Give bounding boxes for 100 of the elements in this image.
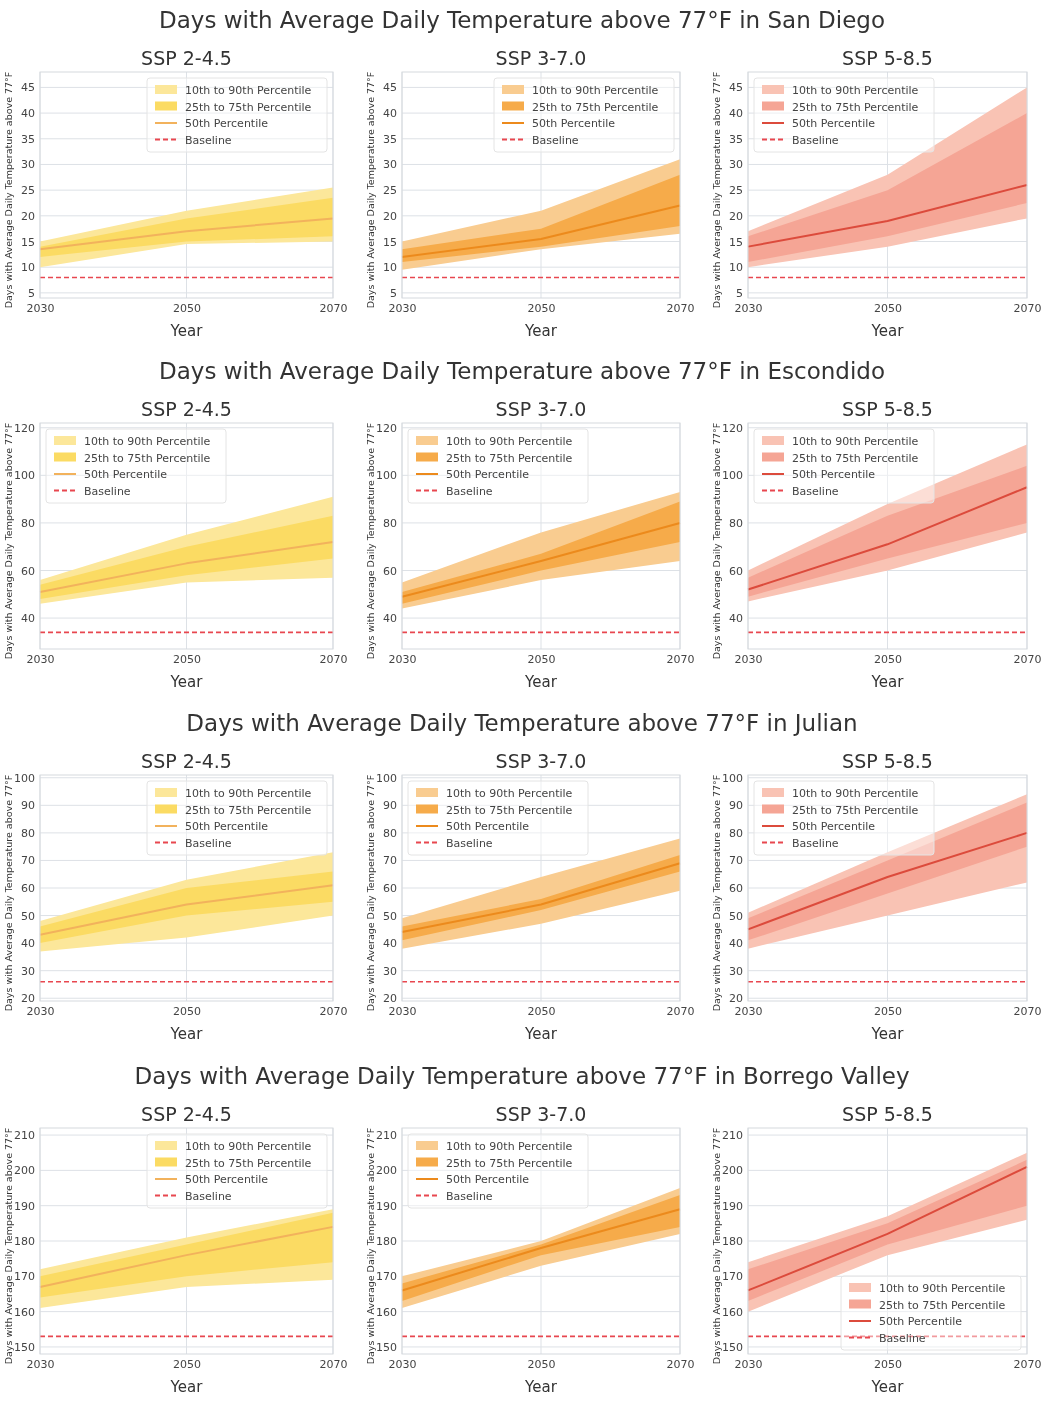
legend-label: 10th to 90th Percentile [879,1282,1006,1295]
y-tick-label: 20 [383,992,397,1006]
legend-label: 50th Percentile [84,468,168,481]
y-axis-title: Days with Average Daily Temperature above 77°F [3,1127,14,1365]
legend-label: 10th to 90th Percentile [185,84,312,97]
legend-label: 50th Percentile [792,117,876,130]
ref-line-label: Baseline [879,1331,926,1345]
legend-label: Baseline [185,836,232,850]
x-tick-label: 2030 [388,652,417,666]
x-tick-label: 2030 [26,1357,55,1371]
x-axis-title: Year [524,322,558,340]
x-tick-label: 2070 [319,1357,348,1371]
legend-label: Baseline [446,1189,493,1203]
y-axis-title: Days with Average Daily Temperature above 77°F [3,774,14,1012]
chart-subtitle: SSP 3-7.0 [495,750,587,772]
y-tick-label: 80 [21,516,35,530]
y-tick-label: 5 [736,286,743,300]
y-tick-label: 150 [722,1340,743,1354]
x-tick-label: 2030 [388,301,417,315]
y-tick-label: 45 [383,81,397,95]
x-axis-title: Year [870,673,905,691]
y-tick-label: 210 [14,1129,35,1143]
y-tick-label: 35 [383,132,397,146]
legend-label: 25th to 75th Percentile [446,1156,573,1170]
y-tick-label: 80 [729,826,743,840]
legend-label: Baseline [185,1189,232,1203]
legend-label: 50th Percentile [185,117,269,130]
y-tick-label: 40 [729,612,743,626]
x-tick-label: 2030 [26,652,55,666]
legend-label: 10th to 90th Percentile [792,787,919,800]
chart-subtitle: SSP 3-7.0 [495,47,587,69]
legend-label: Baseline [792,484,839,498]
y-tick-label: 180 [376,1235,397,1249]
chart-subtitle: SSP 3-7.0 [495,398,587,420]
chart-subtitle: SSP 2-4.5 [141,47,232,69]
x-axis-title: Year [524,1378,558,1396]
y-tick-label: 200 [376,1164,397,1178]
legend-label: 25th to 75th Percentile [792,100,919,114]
x-axis-title: Year [169,1378,204,1396]
y-axis-title: Days with Average Daily Temperature above 77°F [711,422,722,660]
chart-subtitle: SSP 2-4.5 [141,1103,232,1125]
x-tick-label: 2050 [527,652,556,666]
text: Days with Average Daily Temperature above 77°F in Escondido [159,358,885,384]
y-tick-label: 10 [729,261,743,275]
legend-label: 25th to 75th Percentile [185,1156,312,1170]
y-tick-label: 20 [21,992,35,1006]
y-tick-label: 15 [21,235,35,249]
x-tick-label: 2050 [527,1004,556,1018]
text: Days with Average Daily Temperature above 77°F in Borrego Valley [134,1063,910,1089]
y-tick-label: 60 [383,882,397,896]
legend-label: 25th to 75th Percentile [792,803,919,817]
x-tick-label: 2070 [666,1357,695,1371]
y-tick-label: 30 [383,158,397,172]
y-axis-title: Days with Average Daily Temperature above 77°F [3,71,14,309]
legend-label: 10th to 90th Percentile [446,1140,573,1153]
x-tick-label: 2070 [319,652,348,666]
y-tick-label: 40 [21,107,35,121]
y-tick-label: 70 [383,854,397,868]
legend-label: Baseline [446,484,493,498]
y-tick-label: 160 [14,1305,35,1319]
y-axis-title: Days with Average Daily Temperature above 77°F [365,774,376,1012]
legend-label: Baseline [84,484,131,498]
legend-label: 50th Percentile [792,468,876,481]
legend-label: 25th to 75th Percentile [532,100,659,114]
x-axis-title: Year [870,322,905,340]
legend-label: 10th to 90th Percentile [185,787,312,800]
legend-label: 25th to 75th Percentile [446,451,573,465]
y-tick-label: 60 [383,564,397,578]
y-axis-title: Days with Average Daily Temperature above 77°F [3,422,14,660]
y-tick-label: 40 [383,612,397,626]
legend-label: 10th to 90th Percentile [84,435,211,448]
y-tick-label: 20 [21,209,35,223]
y-tick-label: 180 [722,1235,743,1249]
y-tick-label: 35 [729,132,743,146]
x-tick-label: 2050 [874,652,902,666]
x-tick-label: 2050 [527,1357,556,1371]
y-tick-label: 20 [383,209,397,223]
x-tick-label: 2070 [1013,652,1042,666]
y-tick-label: 25 [383,184,397,198]
y-tick-label: 210 [722,1129,743,1143]
legend-label: Baseline [792,133,839,147]
legend-label: 50th Percentile [532,117,616,130]
y-tick-label: 170 [14,1270,35,1284]
x-tick-label: 2050 [527,301,556,315]
chart-subtitle: SSP 5-8.5 [842,47,933,69]
legend-label: 10th to 90th Percentile [792,84,919,97]
legend-label: 50th Percentile [792,820,876,833]
x-axis-title: Year [870,1378,905,1396]
y-tick-label: 80 [383,826,397,840]
x-tick-label: 2030 [388,1357,417,1371]
y-tick-label: 80 [21,826,35,840]
y-tick-label: 150 [376,1340,397,1354]
y-tick-label: 90 [729,799,743,813]
chart-subtitle: SSP 5-8.5 [842,398,933,420]
y-tick-label: 190 [14,1199,35,1213]
chart-subtitle: SSP 3-7.0 [495,1103,587,1125]
y-tick-label: 150 [14,1340,35,1354]
x-axis-title: Year [524,673,558,691]
x-tick-label: 2030 [734,301,763,315]
y-tick-label: 40 [383,937,397,951]
